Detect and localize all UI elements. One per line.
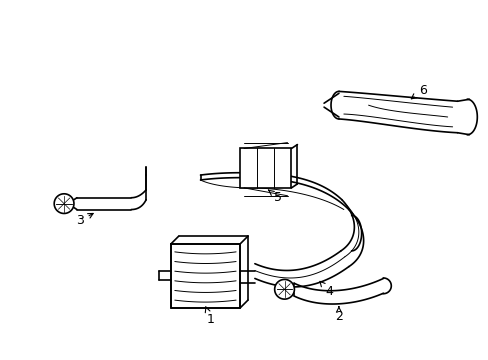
Text: 5: 5	[268, 190, 281, 204]
Polygon shape	[274, 279, 294, 299]
Bar	[240, 148, 291, 188]
Text: 1: 1	[205, 307, 214, 326]
Text: 6: 6	[410, 84, 426, 99]
Text: 4: 4	[319, 281, 332, 298]
Text: 3: 3	[76, 213, 93, 227]
Polygon shape	[170, 244, 240, 308]
Text: 2: 2	[334, 307, 342, 323]
Polygon shape	[54, 194, 74, 213]
